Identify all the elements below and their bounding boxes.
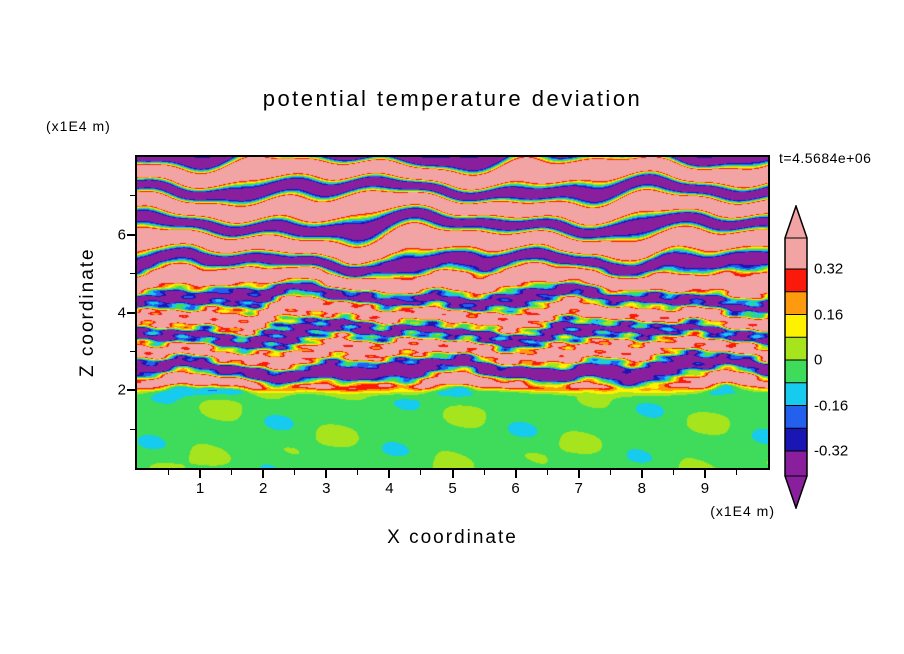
z-major-tick — [127, 389, 135, 392]
colorbar-segment — [785, 405, 807, 429]
colorbar-label: 0 — [814, 351, 823, 369]
z-tick-label: 6 — [117, 226, 126, 244]
x-tick-label: 4 — [385, 480, 394, 497]
colorbar-label: -0.16 — [814, 397, 849, 414]
chart-title: potential temperature deviation — [262, 86, 643, 111]
x-major-tick — [703, 470, 706, 478]
x-major-tick — [451, 470, 454, 478]
x-tick-label: 5 — [448, 480, 457, 497]
colorbar — [784, 203, 808, 514]
x-minor-tick — [609, 470, 611, 475]
x-tick-label: 8 — [637, 480, 646, 497]
x-minor-tick — [168, 470, 170, 475]
z-minor-tick — [130, 428, 135, 430]
heatmap-canvas — [137, 157, 768, 468]
colorbar-segment — [785, 314, 807, 338]
x-minor-tick — [231, 470, 233, 475]
time-annotation: t=4.5684e+06 — [779, 150, 872, 166]
colorbar-label: -0.32 — [814, 442, 849, 460]
x-tick-label: 6 — [511, 480, 520, 497]
colorbar-segment — [785, 291, 807, 315]
x-major-tick — [640, 470, 643, 478]
x-minor-tick — [735, 470, 737, 475]
x-axis-title: X coordinate — [387, 527, 518, 548]
x-tick-label: 3 — [322, 480, 331, 497]
colorbar-outline — [784, 203, 808, 511]
colorbar-segment — [785, 382, 807, 406]
x-minor-tick — [294, 470, 296, 475]
x-minor-tick — [357, 470, 359, 475]
z-axis-unit-label: (x1E4 m) — [46, 118, 111, 134]
x-minor-tick — [546, 470, 548, 475]
z-major-tick — [127, 311, 135, 314]
colorbar-top-arrow — [785, 206, 807, 238]
x-tick-label: 7 — [574, 480, 583, 497]
x-major-tick — [514, 470, 517, 478]
colorbar-segment — [785, 238, 807, 269]
colorbar-label: 0.16 — [814, 306, 844, 323]
x-major-tick — [388, 470, 391, 478]
colorbar-bottom-arrow — [785, 476, 807, 508]
z-major-tick — [127, 233, 135, 236]
z-axis-title: Z coordinate — [77, 247, 98, 378]
z-minor-tick — [130, 195, 135, 197]
x-major-tick — [199, 470, 202, 478]
x-minor-tick — [420, 470, 422, 475]
colorbar-segment — [785, 337, 807, 360]
x-minor-tick — [483, 470, 485, 475]
plot-frame — [135, 155, 770, 470]
z-tick-label: 2 — [117, 381, 126, 399]
z-tick-label: 4 — [117, 304, 126, 321]
x-tick-label: 1 — [195, 480, 205, 497]
x-tick-label: 2 — [259, 480, 268, 497]
colorbar-label: 0.32 — [814, 260, 844, 278]
x-minor-tick — [672, 470, 674, 475]
x-major-tick — [325, 470, 328, 478]
x-tick-label: 9 — [700, 480, 710, 497]
colorbar-segment — [785, 428, 807, 451]
x-major-tick — [262, 470, 265, 478]
colorbar-segment — [785, 451, 807, 476]
colorbar-svg — [784, 203, 808, 511]
x-major-tick — [577, 470, 580, 478]
colorbar-segment — [785, 360, 807, 383]
colorbar-segment — [785, 269, 807, 292]
z-minor-tick — [130, 350, 135, 352]
x-axis-unit-label: (x1E4 m) — [710, 503, 775, 519]
z-minor-tick — [130, 273, 135, 275]
